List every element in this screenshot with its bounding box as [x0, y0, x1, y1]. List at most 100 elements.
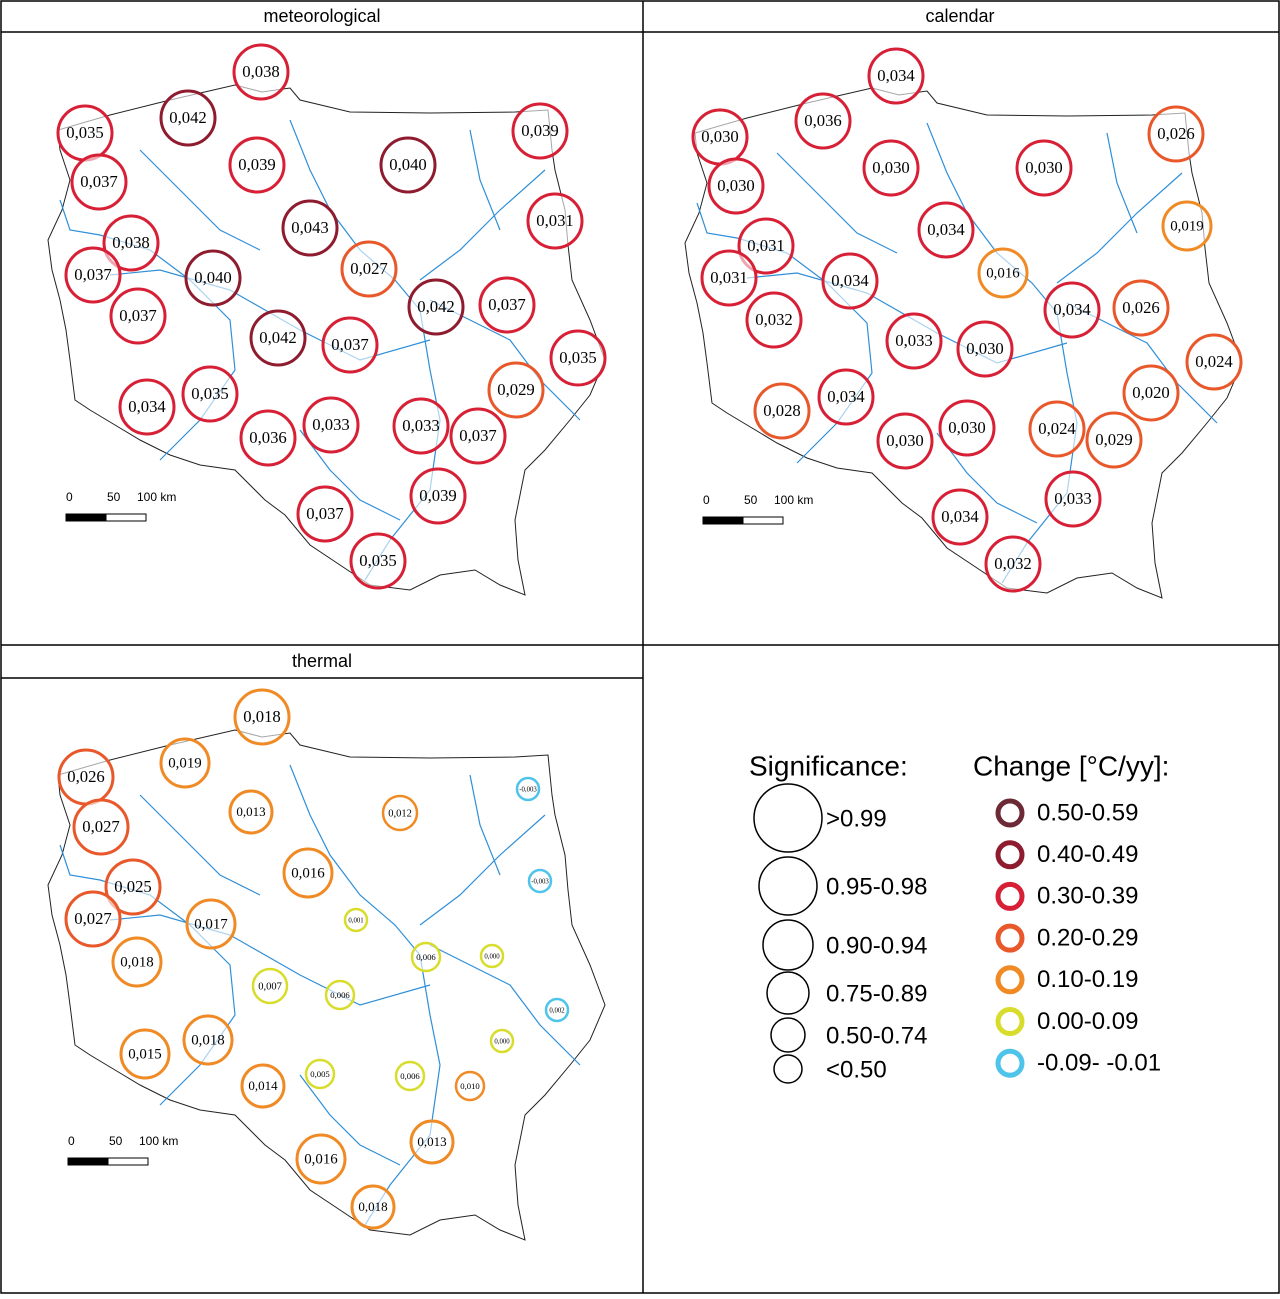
station-marker: [410, 941, 442, 973]
station-marker: [184, 249, 242, 307]
station-marker: [349, 532, 407, 590]
station-label: 0,036: [249, 428, 287, 447]
station-marker: [938, 399, 996, 457]
station-label: 0,042: [259, 328, 297, 347]
station-marker: [182, 1014, 234, 1066]
station-label: 0,025: [114, 877, 152, 896]
station-label: 0,031: [710, 268, 748, 287]
station-label: 0,040: [389, 155, 427, 174]
legend-label: 0.95-0.98: [826, 873, 927, 900]
station-label: 0,027: [74, 909, 112, 928]
scale-label: 50: [107, 490, 121, 504]
station-label: 0,037: [331, 335, 369, 354]
station-label: 0,002: [549, 1008, 565, 1015]
station-label: 0,005: [310, 1069, 330, 1079]
legend-size-marker: [758, 856, 818, 916]
station-marker: [753, 382, 811, 440]
station-label: 0,006: [400, 1071, 420, 1081]
station-marker: [527, 868, 553, 894]
station-marker: [343, 907, 369, 933]
station-label: 0,026: [1122, 298, 1160, 317]
scale-bar: [65, 513, 107, 522]
station-marker: [1015, 139, 1073, 197]
station-marker: [931, 488, 989, 546]
station-marker: [479, 943, 505, 969]
legend-label: 0.40-0.49: [1037, 841, 1138, 868]
station-marker: [526, 192, 584, 250]
station-label: 0,042: [417, 297, 455, 316]
station-marker: [228, 136, 286, 194]
station-marker: [379, 136, 437, 194]
station-marker: [185, 898, 237, 950]
station-label: 0,001: [348, 918, 363, 925]
station-label: 0,034: [128, 397, 166, 416]
station-marker: [72, 798, 130, 856]
legend-size-marker: [773, 1054, 803, 1084]
station-label: 0,016: [986, 265, 1020, 281]
station-marker: [549, 329, 607, 387]
station-label: 0,034: [1053, 300, 1091, 319]
station-marker: [233, 688, 291, 746]
station-marker: [249, 309, 307, 367]
station-label: 0,033: [312, 415, 350, 434]
station-marker: [394, 1060, 426, 1092]
scale-label: 0: [68, 1134, 75, 1148]
legend-label: 0.50-0.59: [1037, 799, 1138, 826]
station-marker: [1161, 200, 1213, 252]
station-marker: [64, 246, 122, 304]
station-label: 0,015: [128, 1046, 162, 1062]
station-label: 0,013: [417, 1134, 446, 1149]
station-marker: [700, 249, 758, 307]
legend-size-marker: [766, 971, 810, 1015]
station-marker: [109, 287, 167, 345]
scale-label: 0: [66, 490, 73, 504]
station-label: 0,038: [242, 62, 280, 81]
legend-label: 0.20-0.29: [1037, 924, 1138, 951]
station-marker: [340, 240, 398, 298]
station-label: 0,019: [1170, 218, 1204, 234]
station-marker: [511, 102, 569, 160]
station-marker: [449, 407, 507, 465]
station-marker: [159, 737, 211, 789]
station-label: 0,018: [358, 1199, 387, 1214]
station-label: 0,016: [291, 865, 325, 881]
station-marker: [821, 252, 879, 310]
station-label: 0,039: [238, 155, 276, 174]
scale-label: 50: [744, 493, 758, 507]
station-marker: [817, 368, 875, 426]
station-marker: [707, 157, 765, 215]
station-label: 0,033: [402, 416, 440, 435]
scale-label: 100 km: [774, 493, 813, 507]
station-marker: [977, 247, 1029, 299]
scale-bar: [67, 1157, 109, 1166]
station-marker: [478, 276, 536, 334]
station-label: 0,029: [497, 380, 535, 399]
station-marker: [381, 794, 419, 832]
station-marker: [251, 967, 289, 1005]
station-label: 0,042: [169, 108, 207, 127]
station-marker: [867, 47, 925, 105]
station-marker: [454, 1070, 486, 1102]
station-marker: [350, 1184, 396, 1230]
station-label: 0,034: [877, 66, 915, 85]
station-marker: [1044, 470, 1102, 528]
station-label: 0,035: [559, 348, 597, 367]
station-label: 0,029: [1095, 430, 1133, 449]
station-label: 0,032: [994, 554, 1032, 573]
station-label: 0,030: [966, 339, 1004, 358]
station-label: 0,030: [701, 127, 739, 146]
station-label: 0,027: [82, 817, 120, 836]
legend-label: -0.09- -0.01: [1037, 1050, 1161, 1077]
station-marker: [296, 485, 354, 543]
station-label: -0,003: [519, 787, 537, 794]
station-marker: [119, 1028, 171, 1080]
legend-label: <0.50: [826, 1056, 887, 1083]
station-label: 0,035: [359, 551, 397, 570]
scale-label: 100 km: [137, 490, 176, 504]
station-label: -0,003: [531, 879, 549, 886]
station-marker: [984, 535, 1042, 593]
station-label: 0,031: [536, 211, 574, 230]
station-label: 0,026: [1157, 124, 1195, 143]
station-label: 0,037: [459, 426, 497, 445]
legend-color-marker: [995, 798, 1025, 828]
